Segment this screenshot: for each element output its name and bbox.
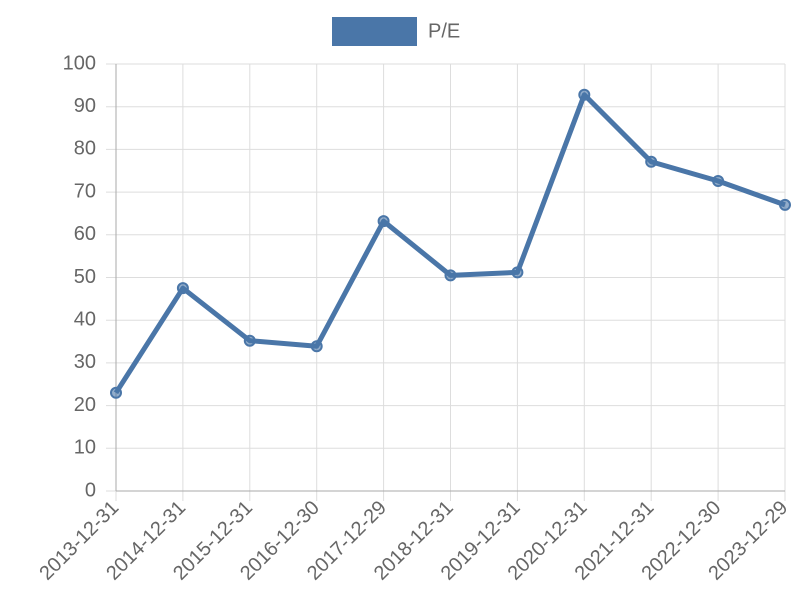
data-point xyxy=(645,155,658,168)
y-tick-label: 90 xyxy=(74,95,96,117)
data-point xyxy=(110,386,122,399)
y-tick-label: 10 xyxy=(74,437,96,459)
y-tick-label: 40 xyxy=(74,308,96,330)
data-point xyxy=(779,198,791,211)
data-point xyxy=(310,340,323,353)
data-point xyxy=(712,174,725,187)
y-tick-label: 30 xyxy=(74,351,96,373)
legend-label: P/E xyxy=(428,20,460,42)
y-tick-label: 60 xyxy=(74,223,96,245)
y-tick-label: 0 xyxy=(85,479,96,501)
y-tick-label: 100 xyxy=(63,52,96,74)
legend-swatch xyxy=(332,17,417,46)
data-point xyxy=(511,266,524,279)
y-tick-label: 70 xyxy=(74,180,96,202)
data-point xyxy=(377,215,390,228)
y-tick-label: 50 xyxy=(74,266,96,288)
data-point xyxy=(243,334,256,347)
data-point xyxy=(176,282,189,295)
y-tick-label: 20 xyxy=(74,394,96,416)
data-point xyxy=(444,269,457,282)
data-point xyxy=(578,88,591,101)
y-tick-label: 80 xyxy=(74,138,96,160)
